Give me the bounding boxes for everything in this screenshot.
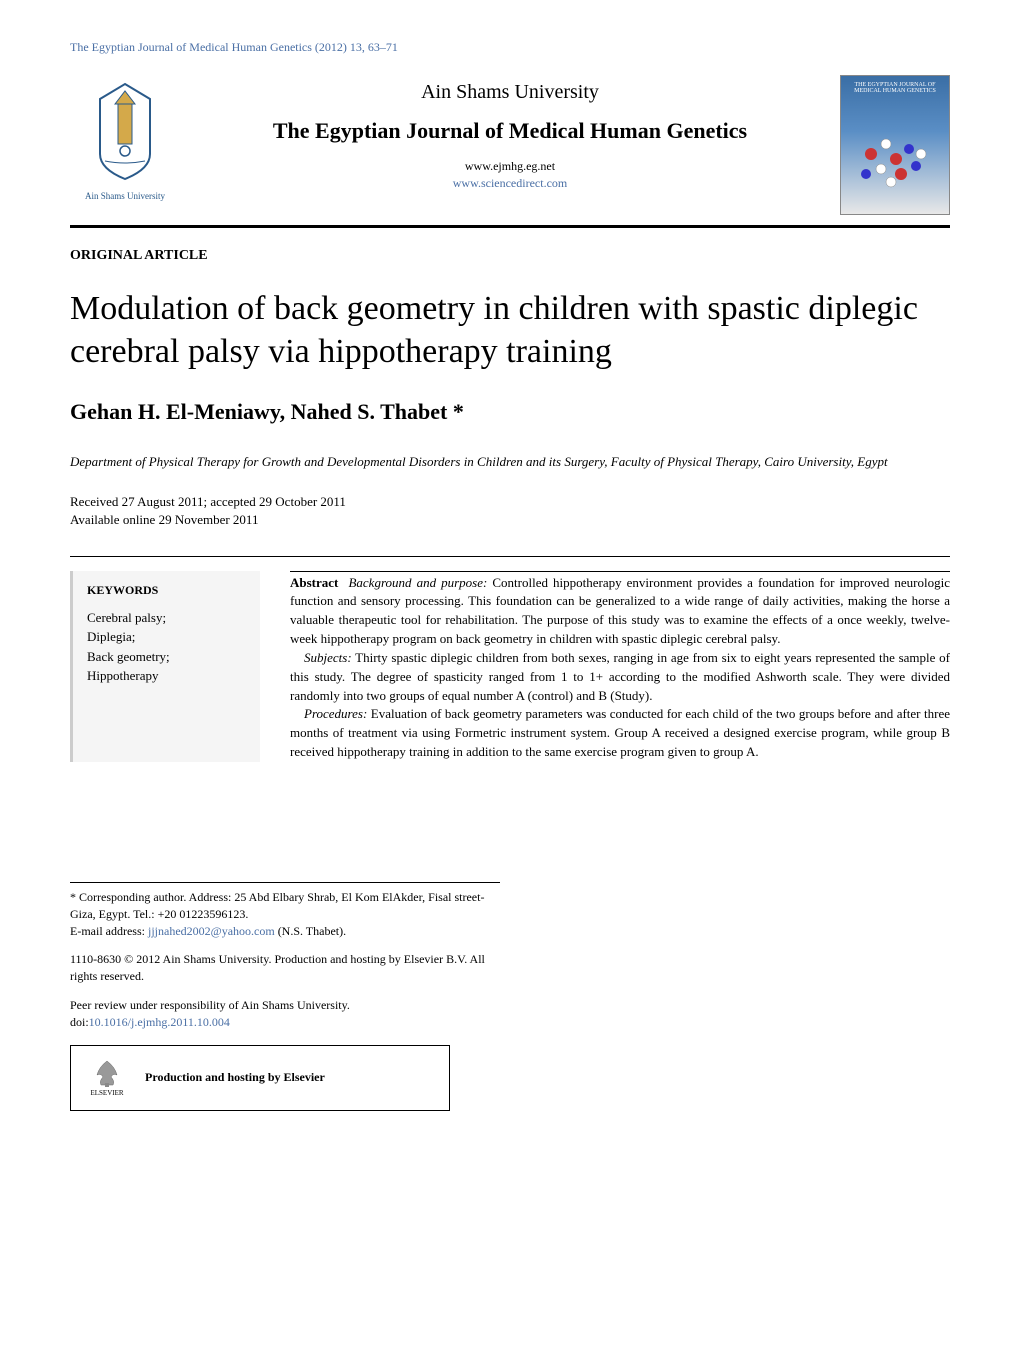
running-head: The Egyptian Journal of Medical Human Ge… — [70, 40, 950, 55]
author-email-link[interactable]: jjjnahed2002@yahoo.com — [148, 924, 275, 938]
email-label: E-mail address: — [70, 924, 148, 938]
logo-caption: Ain Shams University — [85, 191, 165, 201]
authors: Gehan H. El-Meniawy, Nahed S. Thabet * — [70, 399, 950, 425]
footer-block: * Corresponding author. Address: 25 Abd … — [70, 882, 500, 1111]
background-head: Background and purpose: — [348, 575, 487, 590]
corresponding-author-footnote: * Corresponding author. Address: 25 Abd … — [70, 889, 500, 939]
journal-header: Ain Shams University Ain Shams Universit… — [70, 75, 950, 228]
procedures-text: Evaluation of back geometry parameters w… — [290, 706, 950, 759]
affiliation: Department of Physical Therapy for Growt… — [70, 453, 950, 471]
article-type: ORIGINAL ARTICLE — [70, 248, 950, 264]
subjects-text: Thirty spastic diplegic children from bo… — [290, 650, 950, 703]
doi-link[interactable]: 10.1016/j.ejmhg.2011.10.004 — [89, 1015, 230, 1029]
doi-label: doi: — [70, 1015, 89, 1029]
ain-shams-logo-icon — [80, 79, 170, 189]
abstract-label: Abstract — [290, 575, 338, 590]
journal-urls: www.ejmhg.eg.net www.sciencedirect.com — [200, 158, 820, 192]
abstract-column: Abstract Background and purpose: Control… — [290, 571, 950, 762]
elsevier-logo: ELSEVIER — [85, 1056, 129, 1100]
received-date: Received 27 August 2011; accepted 29 Oct… — [70, 493, 950, 511]
procedures-head: Procedures: — [304, 706, 367, 721]
hosting-text: Production and hosting by Elsevier — [145, 1070, 325, 1085]
footnote-separator — [70, 882, 500, 883]
header-center: Ain Shams University The Egyptian Journa… — [180, 75, 840, 192]
article-dates: Received 27 August 2011; accepted 29 Oct… — [70, 493, 950, 529]
journal-cover-thumbnail: THE EGYPTIAN JOURNAL OF MEDICAL HUMAN GE… — [840, 75, 950, 215]
journal-name: The Egyptian Journal of Medical Human Ge… — [200, 118, 820, 144]
cover-molecule-icon — [851, 124, 941, 194]
peer-review-block: Peer review under responsibility of Ain … — [70, 997, 500, 1031]
hosting-box: ELSEVIER Production and hosting by Elsev… — [70, 1045, 450, 1111]
cover-title: THE EGYPTIAN JOURNAL OF MEDICAL HUMAN GE… — [841, 76, 949, 100]
online-date: Available online 29 November 2011 — [70, 511, 950, 529]
keywords-list: Cerebral palsy; Diplegia; Back geometry;… — [87, 608, 246, 686]
university-logo: Ain Shams University — [70, 75, 180, 205]
abstract-container: KEYWORDS Cerebral palsy; Diplegia; Back … — [70, 556, 950, 762]
peer-review-text: Peer review under responsibility of Ain … — [70, 998, 350, 1012]
corresponding-text: * Corresponding author. Address: 25 Abd … — [70, 890, 484, 921]
abstract-text: Abstract Background and purpose: Control… — [290, 574, 950, 762]
elsevier-label: ELSEVIER — [90, 1089, 123, 1097]
article-title: Modulation of back geometry in children … — [70, 288, 950, 373]
subjects-head: Subjects: — [304, 650, 352, 665]
keywords-heading: KEYWORDS — [87, 583, 246, 598]
university-name: Ain Shams University — [200, 81, 820, 104]
keywords-sidebar: KEYWORDS Cerebral palsy; Diplegia; Back … — [70, 571, 260, 762]
url-plain: www.ejmhg.eg.net — [465, 159, 555, 173]
email-suffix: (N.S. Thabet). — [275, 924, 346, 938]
elsevier-tree-icon — [89, 1059, 125, 1089]
sciencedirect-link[interactable]: www.sciencedirect.com — [453, 176, 568, 190]
copyright-text: 1110-8630 © 2012 Ain Shams University. P… — [70, 951, 500, 985]
